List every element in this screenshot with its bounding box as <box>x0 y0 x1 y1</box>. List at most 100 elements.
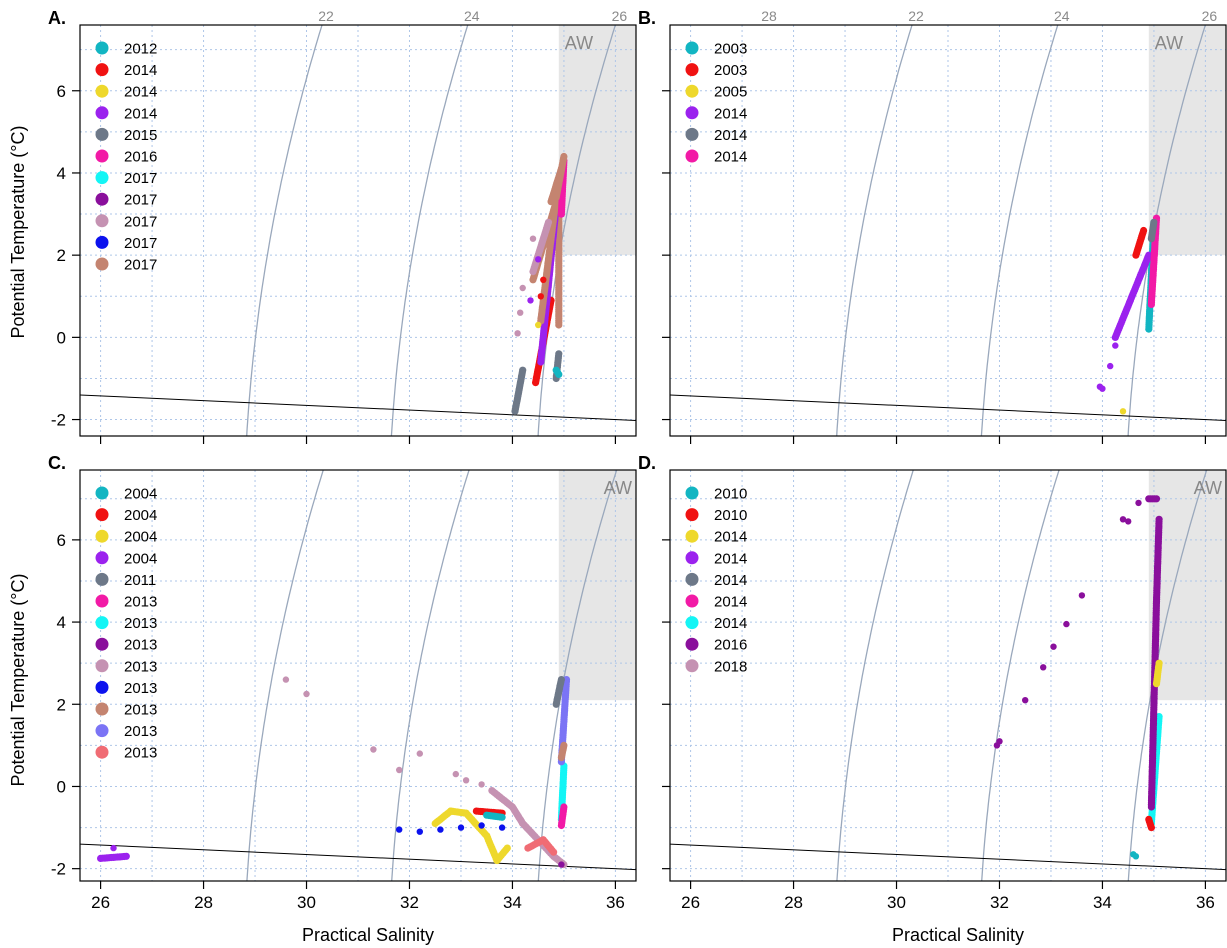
x-tick-label: 36 <box>1196 893 1215 912</box>
legend-entry: 2013 <box>124 658 157 675</box>
legend-marker <box>685 551 699 565</box>
legend-marker <box>95 724 109 738</box>
data-point <box>519 366 527 374</box>
plot-area <box>670 25 1226 436</box>
data-point <box>555 350 563 358</box>
y-axis-title-bottom: Potential Temperature (°C) <box>8 574 28 787</box>
legend-marker <box>95 659 109 673</box>
isopycnal-label-22: 22 <box>908 8 924 24</box>
legend-entry: 2010 <box>714 507 747 524</box>
legend-entry: 2015 <box>124 127 157 144</box>
data-point <box>416 750 423 757</box>
isopycnal-24 <box>981 470 1060 881</box>
legend-marker <box>95 192 109 206</box>
data-point <box>457 824 465 831</box>
legend-marker <box>95 171 109 185</box>
legend-entry: 2017 <box>124 213 157 230</box>
legend-marker <box>685 572 699 586</box>
x-tick-label: 26 <box>681 893 700 912</box>
x-tick-label: 28 <box>784 893 803 912</box>
isopycnal-label-28: 28 <box>761 8 777 24</box>
legend-entry: 2014 <box>714 572 747 589</box>
data-point <box>540 276 547 283</box>
legend-entry: 2014 <box>124 105 157 122</box>
isopycnal-label-26: 26 <box>1202 8 1218 24</box>
y-tick-label: 2 <box>57 246 66 265</box>
data-point <box>1112 342 1119 349</box>
legend-entry: 2017 <box>124 192 157 209</box>
data-point <box>537 293 544 300</box>
aw-region <box>558 25 636 256</box>
data-point <box>1099 385 1106 392</box>
legend-marker <box>685 637 699 651</box>
data-point <box>560 152 568 161</box>
data-point <box>1021 697 1029 704</box>
x-tick-label: 32 <box>400 893 419 912</box>
y-tick-label: -2 <box>51 860 66 879</box>
data-point <box>1150 218 1158 226</box>
freezing-line <box>80 394 636 422</box>
data-point <box>282 676 290 683</box>
isopycnal-26 <box>537 25 617 436</box>
x-tick-label: 36 <box>606 893 625 912</box>
x-axis-title-right: Practical Salinity <box>892 925 1024 945</box>
legend-entry: 2013 <box>124 615 157 632</box>
x-axis-title-left: Practical Salinity <box>302 925 434 945</box>
data-point <box>560 803 568 811</box>
legend: 2010 2010 2014 2014 2014 2014 2014 2016 2018 <box>685 486 747 675</box>
legend-entry: 2017 <box>124 170 157 187</box>
data-point <box>370 746 377 753</box>
data-point <box>557 676 566 684</box>
aw-label: AW <box>1155 33 1183 53</box>
legend-marker <box>95 84 109 98</box>
legend-marker <box>95 106 109 120</box>
isopycnal-24 <box>390 25 469 436</box>
data-point <box>1132 853 1140 860</box>
data-point <box>1125 518 1132 525</box>
legend-entry: 2013 <box>124 594 157 611</box>
legend-entry: 2016 <box>714 637 747 654</box>
data-point <box>562 676 571 684</box>
legend-entry: 2014 <box>714 529 747 546</box>
plot-frame <box>669 469 1227 882</box>
isopycnal-label-26: 26 <box>612 8 628 24</box>
legend-entry: 2018 <box>714 658 747 675</box>
legend-entry: 2014 <box>124 84 157 101</box>
legend-marker <box>95 235 109 249</box>
legend-entry: 2011 <box>124 572 156 589</box>
legend-entry: 2010 <box>714 486 747 503</box>
data-point <box>452 770 459 778</box>
legend-entry: 2013 <box>124 637 157 654</box>
legend-entry: 2016 <box>124 149 157 166</box>
legend-entry: 2003 <box>714 62 747 79</box>
data-point <box>1078 592 1086 599</box>
legend-entry: 2014 <box>714 550 747 567</box>
data-point <box>396 766 403 774</box>
isopycnal-24 <box>980 25 1059 436</box>
legend-marker <box>685 508 699 522</box>
y-tick-label: 2 <box>57 695 66 714</box>
data-point <box>1119 408 1127 415</box>
data-point <box>517 309 524 316</box>
freezing-line <box>670 843 1226 871</box>
legend-marker <box>685 486 699 500</box>
legend-entry: 2014 <box>714 615 747 632</box>
x-tick-label: 34 <box>1093 893 1112 912</box>
panels: 22 24 26 28-20246A.AW2012201420142014201520… <box>48 8 1227 912</box>
x-tick-label: 30 <box>887 893 906 912</box>
y-tick-label: 4 <box>57 164 66 183</box>
freezing-line <box>670 394 1226 422</box>
data-point <box>1145 251 1153 259</box>
data-point <box>1040 664 1047 671</box>
data-point <box>1155 515 1163 523</box>
isopycnal-label-24: 24 <box>1054 8 1070 24</box>
legend-marker <box>95 572 109 586</box>
data-point <box>122 852 130 860</box>
aw-label: AW <box>1194 478 1222 498</box>
legend-marker <box>95 551 109 565</box>
data-point <box>498 824 506 831</box>
legend-marker <box>95 149 109 163</box>
aw-label: AW <box>565 33 593 53</box>
legend: 2004 2004 2004 2004 2011 2013 2013 2013 2013 2013… <box>95 486 157 762</box>
legend-marker <box>685 594 699 608</box>
